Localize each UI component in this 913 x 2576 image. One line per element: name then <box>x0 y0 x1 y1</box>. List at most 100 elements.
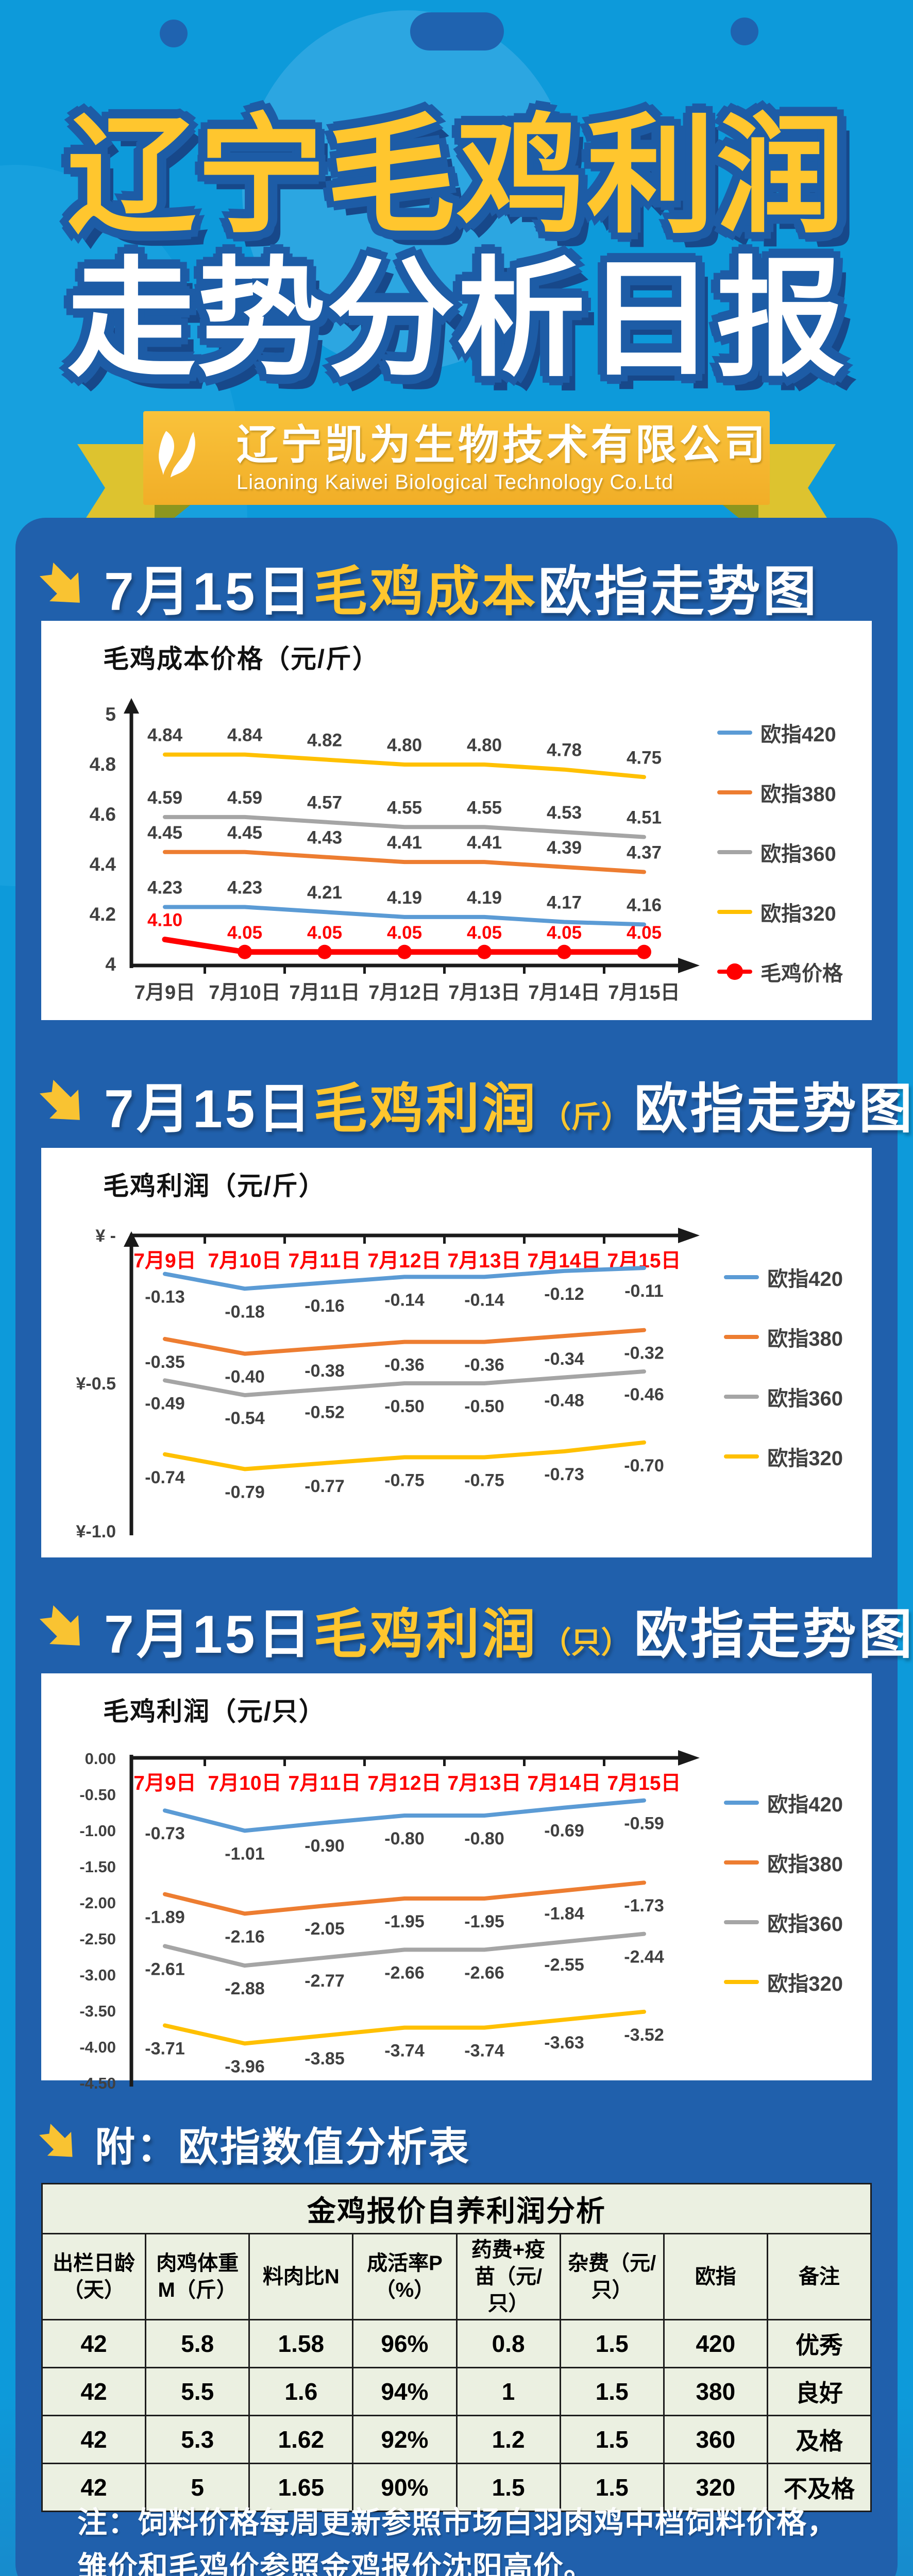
heading-segment: 毛鸡利润 <box>313 1079 538 1139</box>
company-banner: 辽宁凯为生物技术有限公司 Liaoning Kaiwei Biological … <box>143 411 770 505</box>
svg-text:4.19: 4.19 <box>387 888 422 908</box>
svg-text:-0.32: -0.32 <box>624 1344 664 1363</box>
table-cell: 5 <box>145 2463 250 2512</box>
table-cell: 94% <box>352 2367 458 2416</box>
svg-text:-0.80: -0.80 <box>384 1829 425 1849</box>
legend-line-swatch <box>724 1395 759 1399</box>
svg-text:-0.14: -0.14 <box>384 1290 425 1310</box>
svg-text:-0.73: -0.73 <box>145 1824 185 1843</box>
svg-text:7月15日: 7月15日 <box>608 982 680 1004</box>
legend-item: 欧指360 <box>717 837 843 867</box>
svg-text:4.78: 4.78 <box>547 740 582 760</box>
legend-item: 欧指320 <box>724 1442 843 1471</box>
svg-text:-2.61: -2.61 <box>145 1959 185 1979</box>
table-cell: 42 <box>41 2367 147 2416</box>
svg-text:7月9日: 7月9日 <box>133 1250 196 1272</box>
svg-text:4.05: 4.05 <box>627 923 662 943</box>
svg-text:-0.75: -0.75 <box>384 1471 425 1490</box>
legend-label: 欧指360 <box>767 1387 843 1410</box>
svg-text:-0.50: -0.50 <box>464 1397 504 1416</box>
legend-item: 欧指420 <box>717 718 843 748</box>
company-name-en: Liaoning Kaiwei Biological Technology Co… <box>236 470 674 494</box>
table-cell: 不及格 <box>766 2463 872 2512</box>
svg-text:4.80: 4.80 <box>387 735 422 755</box>
svg-text:-0.12: -0.12 <box>544 1284 584 1304</box>
section-heading-profit-bird: 7月15日毛鸡利润 （只）欧指走势图 <box>104 1590 913 1668</box>
footnote-text: 注：饲料价格每周更新参照市场白羽肉鸡中档饲料价格，雏价和毛鸡价参照金鸡报价沈阳高… <box>77 2506 838 2576</box>
svg-text:4.53: 4.53 <box>547 803 582 823</box>
company-name-cn: 辽宁凯为生物技术有限公司 <box>236 421 768 468</box>
legend-item: 欧指360 <box>724 1382 843 1412</box>
heading-segment: 欧指走势图 <box>634 1605 913 1665</box>
svg-text:-0.69: -0.69 <box>544 1821 584 1841</box>
svg-text:4.41: 4.41 <box>467 833 502 853</box>
svg-text:-0.54: -0.54 <box>225 1409 265 1428</box>
heading-segment: （只） <box>541 1626 631 1659</box>
table-cell: 5.8 <box>145 2319 250 2368</box>
heading-segment: 7月15日 <box>104 1605 314 1665</box>
table-cell: 5.3 <box>145 2415 250 2464</box>
svg-text:-0.35: -0.35 <box>145 1352 185 1372</box>
table-cell: 0.8 <box>455 2319 561 2368</box>
svg-text:4.57: 4.57 <box>307 793 342 813</box>
svg-text:7月9日: 7月9日 <box>134 982 195 1004</box>
svg-text:4: 4 <box>105 954 116 975</box>
svg-text:7月10日: 7月10日 <box>208 1250 281 1272</box>
svg-text:7月13日: 7月13日 <box>447 1250 521 1272</box>
svg-text:4.10: 4.10 <box>147 910 182 930</box>
svg-text:-1.84: -1.84 <box>544 1904 584 1924</box>
svg-text:4.4: 4.4 <box>90 854 116 875</box>
section-arrow-icon <box>39 562 80 603</box>
svg-text:7月11日: 7月11日 <box>289 1772 361 1794</box>
legend-item: 欧指420 <box>724 1788 843 1818</box>
svg-text:7月15日: 7月15日 <box>607 1772 681 1794</box>
table-cell: 360 <box>663 2415 768 2464</box>
section-heading-cost: 7月15日毛鸡成本欧指走势图 <box>104 548 819 625</box>
heading-segment: 毛鸡成本 <box>313 562 538 622</box>
table-cell: 1.5 <box>559 2415 665 2464</box>
svg-text:4.37: 4.37 <box>627 843 662 863</box>
svg-text:-1.89: -1.89 <box>145 1908 185 1927</box>
svg-text:-0.59: -0.59 <box>624 1814 664 1834</box>
table-column-header: 成活率P（%） <box>352 2233 458 2320</box>
svg-text:-1.01: -1.01 <box>225 1844 265 1863</box>
analysis-table: 金鸡报价自养利润分析 出栏日龄（天） 肉鸡体重M（斤） 料肉比N 成活率P（%） 药费+疫… <box>41 2183 872 2512</box>
svg-text:4.21: 4.21 <box>307 883 342 903</box>
legend-line-swatch <box>724 1860 759 1865</box>
hero-title-line2: 走势分析日报 <box>67 247 846 391</box>
table-row: 42 5.8 1.58 96% 0.8 1.5 420 优秀 <box>41 2319 872 2368</box>
svg-text:-3.74: -3.74 <box>464 2041 504 2061</box>
svg-text:-0.49: -0.49 <box>145 1394 185 1413</box>
svg-text:7月13日: 7月13日 <box>447 1772 521 1794</box>
legend-line-swatch <box>717 963 752 980</box>
table-cell: 1.5 <box>559 2463 665 2512</box>
svg-text:-2.66: -2.66 <box>464 1963 504 1982</box>
table-cell: 96% <box>352 2319 458 2368</box>
table-cell: 42 <box>41 2463 147 2512</box>
heading-segment: （斤） <box>541 1100 631 1134</box>
svg-text:-0.70: -0.70 <box>624 1456 664 1476</box>
profit-jin-chart-legend: 欧指420 欧指380 欧指360 欧指320 <box>724 1262 843 1501</box>
table-cell: 90% <box>352 2463 458 2512</box>
cost-chart-card: 毛鸡成本价格（元/斤） 5 4.8 4.6 4.4 4.2 4 7月9日 7月10日 7月11日… <box>41 621 872 1020</box>
svg-text:4.45: 4.45 <box>227 823 262 843</box>
profit-bird-trend-chart: 0.00 -0.50 -1.00 -1.50 -2.00 -2.50 -3.00 -3.50 -… <box>79 1750 700 2092</box>
cost-trend-chart: 5 4.8 4.6 4.4 4.2 4 7月9日 7月10日 7月11日 7月12日 7月13日 7月… <box>90 698 700 1004</box>
table-cell: 5.5 <box>145 2367 250 2416</box>
svg-text:4.55: 4.55 <box>387 798 422 818</box>
svg-text:-1.50: -1.50 <box>79 1858 116 1876</box>
svg-text:4.05: 4.05 <box>547 923 582 943</box>
svg-text:¥ -: ¥ - <box>95 1226 116 1246</box>
svg-text:-3.74: -3.74 <box>384 2041 425 2061</box>
svg-text:-2.77: -2.77 <box>305 1971 345 1991</box>
table-cell: 42 <box>41 2415 147 2464</box>
legend-line-swatch <box>717 790 752 794</box>
legend-line-swatch <box>724 1335 759 1339</box>
table-header-row: 出栏日龄（天） 肉鸡体重M（斤） 料肉比N 成活率P（%） 药费+疫苗（元/只） 杂费（元… <box>41 2233 872 2320</box>
svg-text:4.2: 4.2 <box>90 904 116 925</box>
svg-text:4.84: 4.84 <box>147 725 183 745</box>
main-panel: 7月15日毛鸡成本欧指走势图 毛鸡成本价格（元/斤） 5 4.8 4.6 4.4 4.2… <box>15 518 912 2576</box>
svg-text:4.16: 4.16 <box>627 895 662 915</box>
